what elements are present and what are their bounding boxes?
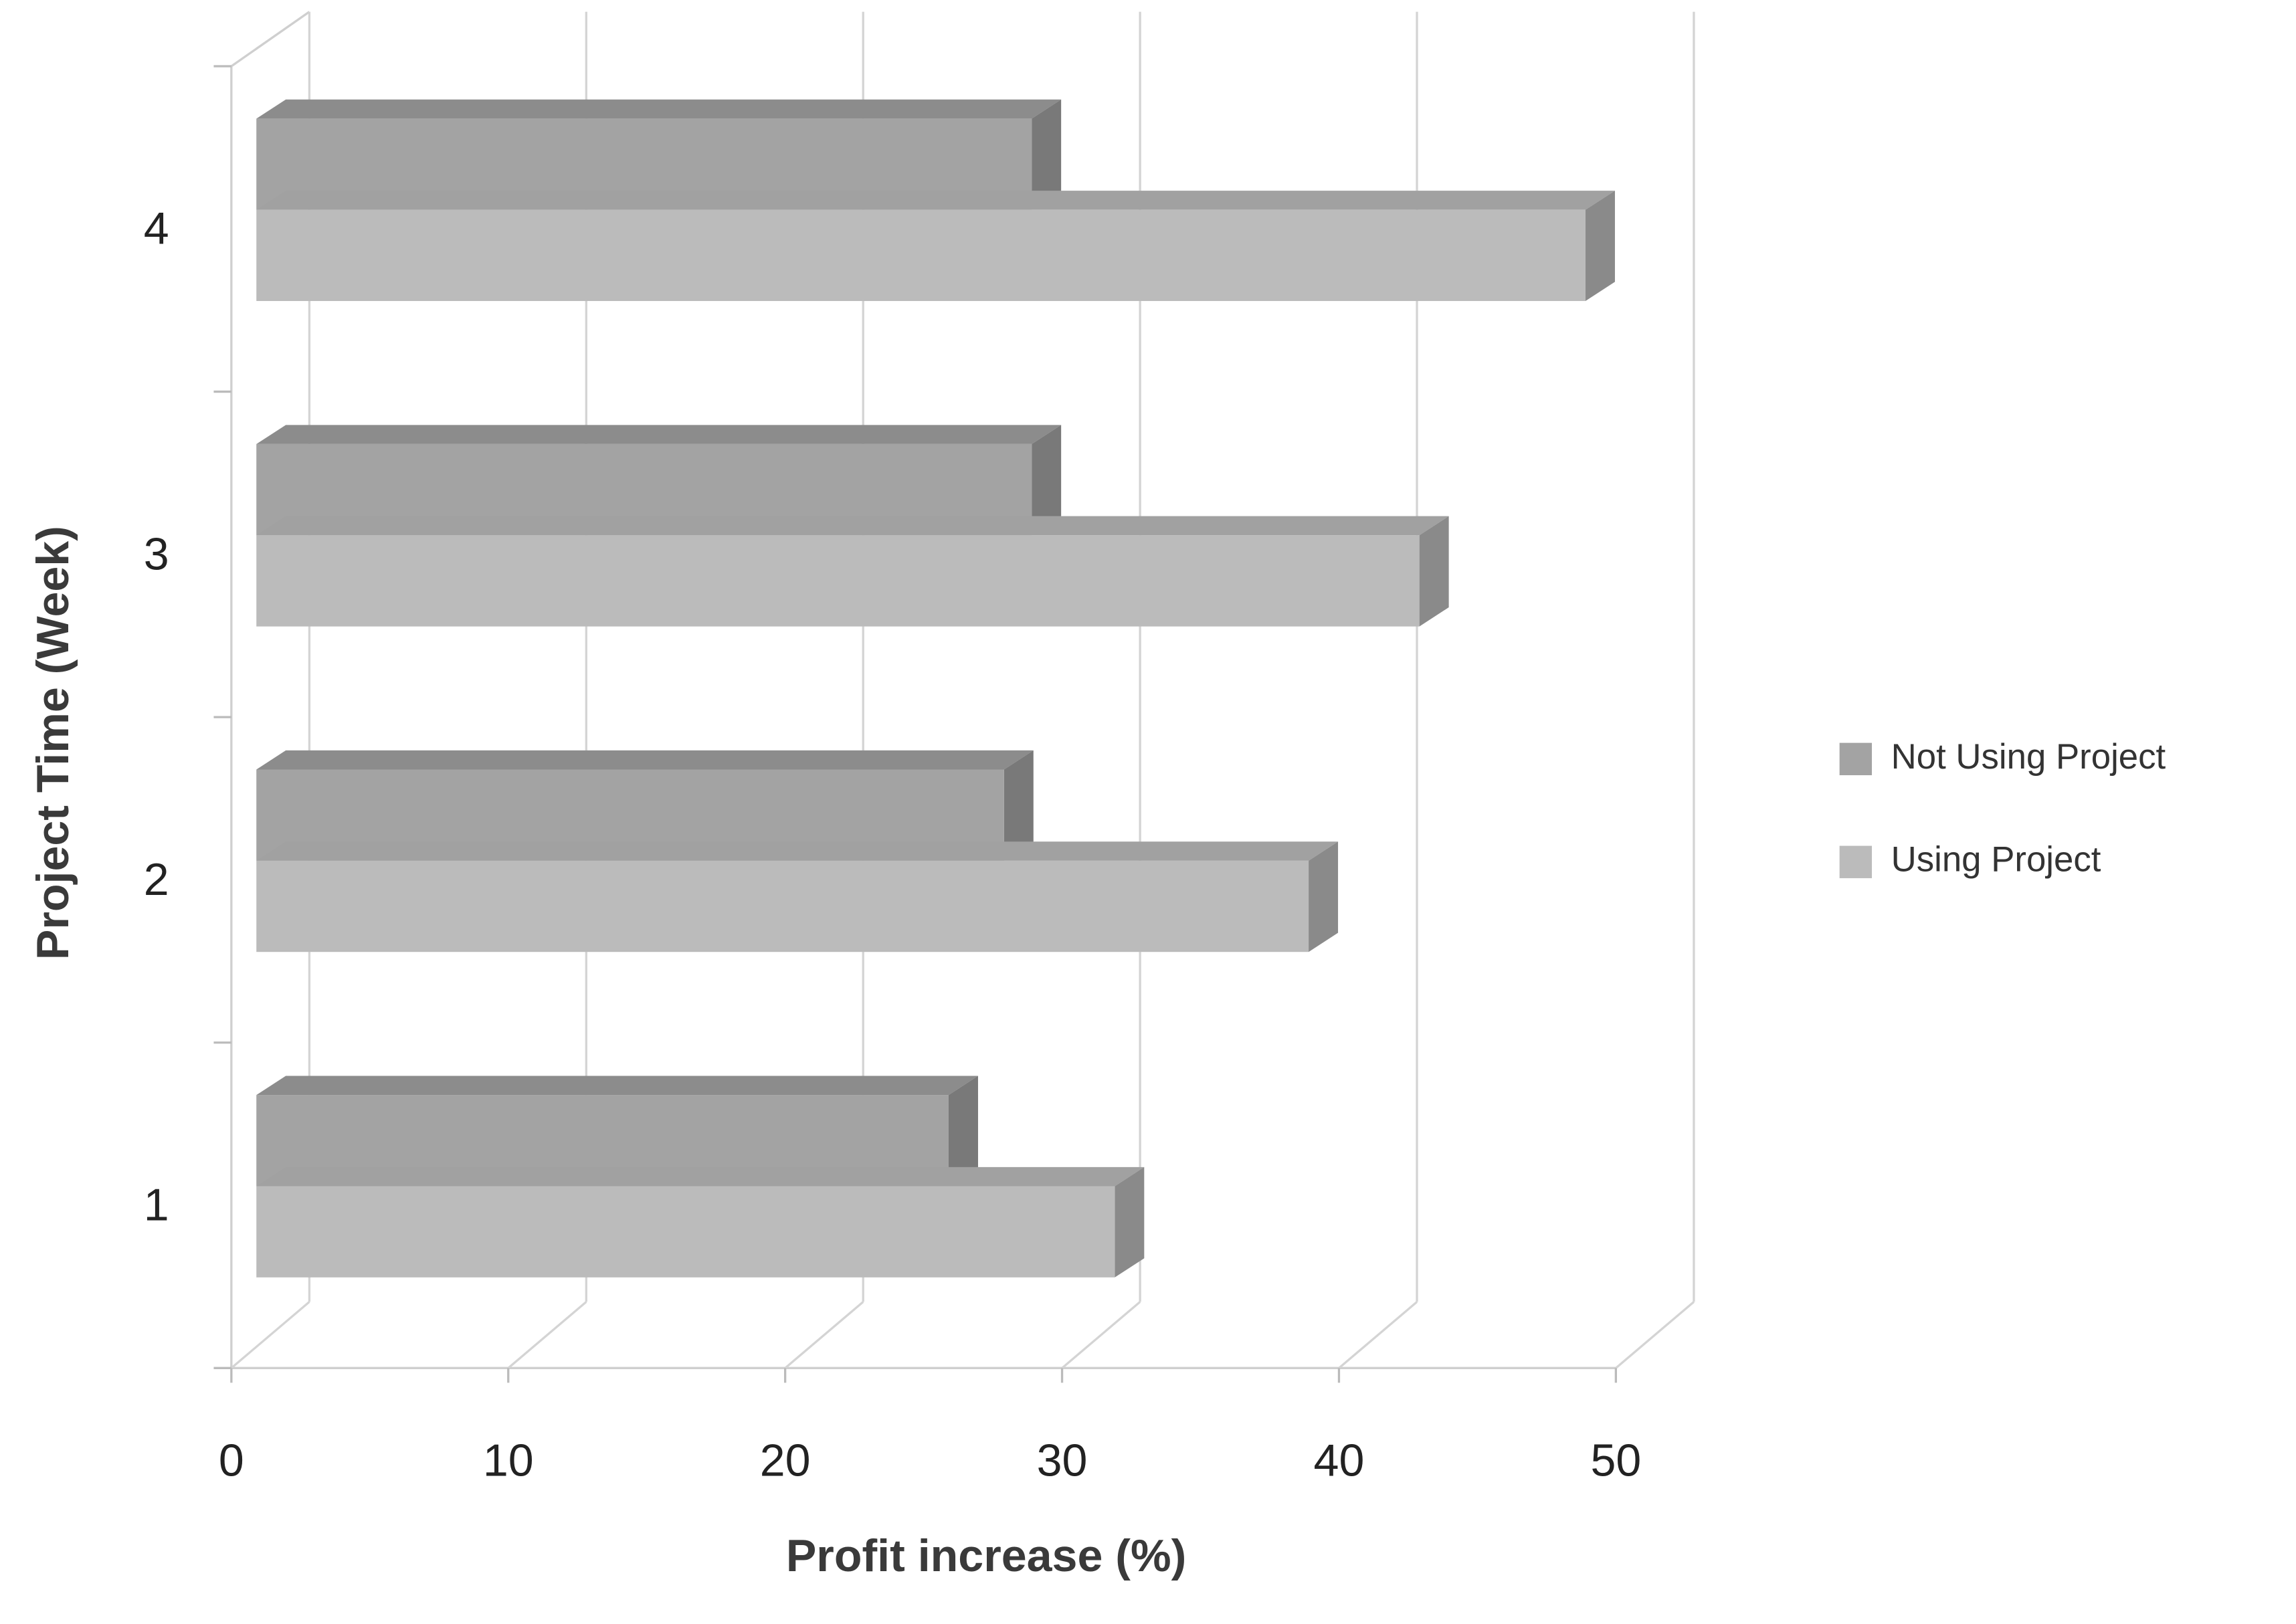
- bar: [256, 860, 1309, 952]
- bar: [256, 535, 1420, 627]
- bar-top: [256, 750, 1034, 770]
- bar-side: [1309, 841, 1339, 952]
- bar: [256, 209, 1586, 302]
- bar-side: [1419, 516, 1449, 627]
- bar-side: [1032, 99, 1062, 210]
- x-axis-title: Profit increase (%): [786, 1530, 1186, 1581]
- bar: [256, 1186, 1115, 1278]
- bar-top: [256, 1166, 1145, 1187]
- y-tick-label: 1: [144, 1179, 169, 1230]
- y-tick-label: 3: [144, 528, 169, 579]
- x-tick-label: 30: [1037, 1435, 1088, 1486]
- bar-side: [1115, 1166, 1145, 1278]
- bar-top: [256, 841, 1339, 861]
- legend-label: Not Using Project: [1891, 737, 2166, 777]
- bar-side: [1003, 750, 1034, 861]
- grid-floor: [1615, 1301, 1695, 1369]
- grid-floor: [230, 1301, 310, 1369]
- grid-floor: [507, 1301, 587, 1369]
- x-tick-label: 10: [483, 1435, 534, 1486]
- bar-side: [948, 1076, 978, 1187]
- bar-side: [1032, 425, 1062, 536]
- bar-side: [1585, 191, 1615, 302]
- bar-top: [256, 516, 1449, 536]
- x-tick-label: 50: [1590, 1435, 1641, 1486]
- legend-swatch: [1839, 845, 1873, 878]
- y-axis-title: Project Time (Week): [27, 526, 78, 960]
- y-tick-label: 2: [144, 854, 169, 905]
- bar-top: [256, 191, 1615, 210]
- x-tick-label: 20: [760, 1435, 811, 1486]
- x-tick-label: 0: [219, 1435, 244, 1486]
- bar-top: [256, 425, 1062, 444]
- bar-top: [256, 1076, 978, 1096]
- grid-floor: [784, 1301, 864, 1369]
- legend-swatch: [1839, 742, 1873, 776]
- grid-floor: [1061, 1301, 1141, 1369]
- y-tick-label: 4: [144, 203, 169, 254]
- legend-label: Using Project: [1891, 840, 2101, 880]
- x-tick-label: 40: [1314, 1435, 1365, 1486]
- grid-floor: [1338, 1301, 1418, 1369]
- bar-top: [256, 99, 1062, 119]
